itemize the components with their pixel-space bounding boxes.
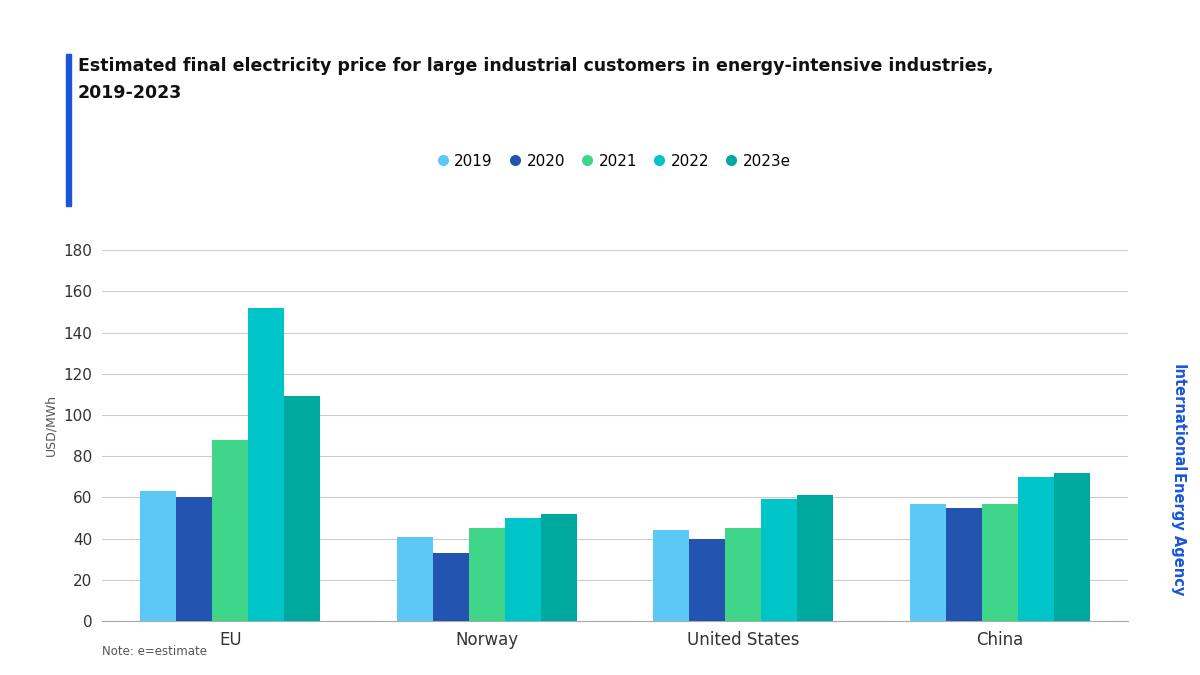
Bar: [541, 514, 576, 621]
Bar: [1054, 472, 1090, 621]
Text: International: International: [1171, 364, 1186, 472]
Text: 2019-2023: 2019-2023: [78, 84, 182, 103]
Bar: [689, 539, 725, 621]
Bar: [505, 518, 541, 621]
Bar: [761, 500, 797, 621]
Text: Estimated final electricity price for large industrial customers in energy-inten: Estimated final electricity price for la…: [78, 57, 994, 76]
Text: Energy Agency: Energy Agency: [1171, 472, 1186, 596]
Y-axis label: USD/MWh: USD/MWh: [44, 394, 58, 456]
Bar: [433, 553, 469, 621]
Legend: 2019, 2020, 2021, 2022, 2023e: 2019, 2020, 2021, 2022, 2023e: [436, 151, 794, 172]
Bar: [397, 537, 433, 621]
Bar: [654, 531, 689, 621]
Bar: [725, 529, 761, 621]
Bar: [248, 308, 284, 621]
Bar: [212, 439, 248, 621]
Bar: [140, 491, 176, 621]
Bar: [797, 495, 833, 621]
Bar: [982, 504, 1018, 621]
Text: Note: e=estimate: Note: e=estimate: [102, 645, 208, 658]
Bar: [469, 529, 505, 621]
Bar: [284, 396, 320, 621]
Bar: [910, 504, 946, 621]
Bar: [1018, 477, 1054, 621]
Bar: [176, 497, 212, 621]
Bar: [946, 508, 982, 621]
